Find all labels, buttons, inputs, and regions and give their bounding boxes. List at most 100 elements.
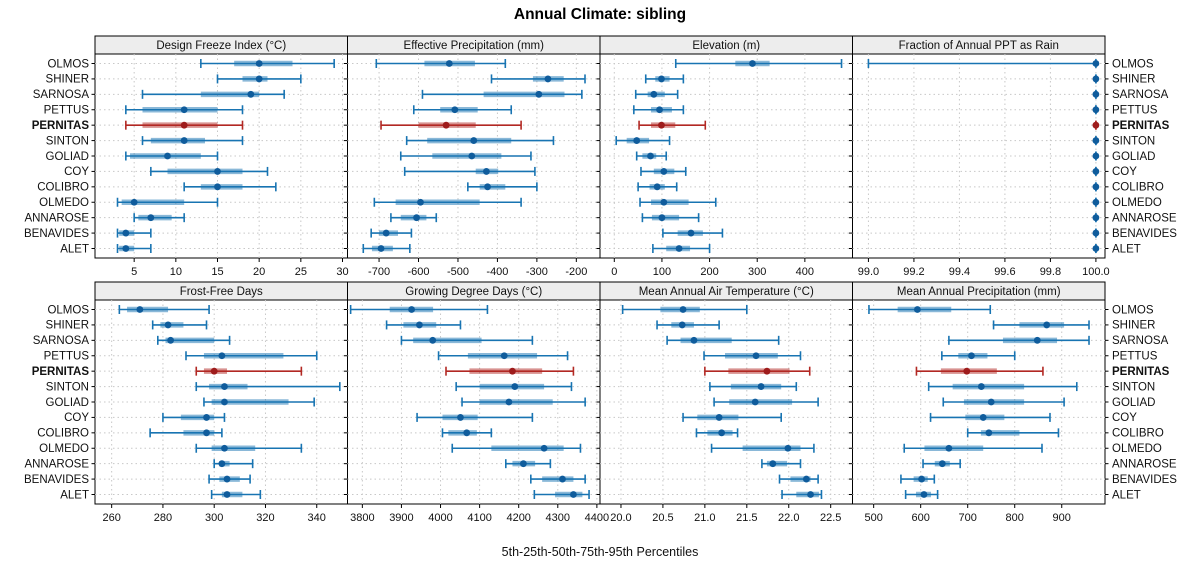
axis-tick-label: 21.0 — [694, 512, 715, 524]
median-dot — [752, 352, 760, 360]
panel-7: Mean Annual Air Temperature (°C) 20.0 20.5… — [596, 281, 856, 524]
median-dot — [500, 352, 508, 360]
percentile-row-pettus — [941, 351, 1016, 361]
median-dot — [1092, 60, 1100, 67]
median-dot — [122, 229, 130, 237]
percentile-row-pernitas — [638, 120, 707, 130]
median-dot — [221, 444, 228, 452]
station-label-right: OLMOS — [1112, 304, 1154, 316]
median-dot — [445, 60, 453, 67]
percentile-row-annarose — [922, 459, 961, 469]
median-dot — [509, 367, 516, 375]
median-dot — [382, 229, 390, 237]
median-dot — [247, 90, 255, 98]
median-dot — [660, 168, 668, 175]
percentile-row-alet — [652, 244, 711, 254]
percentile-row-annarose — [390, 213, 438, 223]
median-dot — [408, 306, 416, 313]
percentile-row-coy — [403, 166, 536, 176]
axis-tick-label: -200 — [565, 266, 587, 278]
median-dot — [675, 245, 683, 252]
station-label-left: OLMOS — [47, 58, 89, 70]
axis-tick-label: 22.0 — [778, 512, 799, 524]
station-label-right: PERNITAS — [1112, 366, 1170, 378]
median-dot — [757, 383, 765, 390]
axis-tick-label: 3800 — [350, 512, 374, 524]
percentile-row-colibro — [467, 182, 538, 192]
median-dot — [1092, 106, 1100, 114]
panel-strip-label: Mean Annual Precipitation (mm) — [897, 286, 1061, 298]
percentile-row-benavides — [116, 228, 152, 238]
percentile-row-alet — [1092, 244, 1100, 254]
station-label-right: SHINER — [1112, 74, 1155, 86]
median-dot — [945, 444, 953, 452]
median-dot — [1092, 90, 1100, 98]
axis-tick-label: 260 — [102, 512, 120, 524]
station-label-left: PERNITAS — [32, 366, 90, 378]
percentile-row-shiner — [151, 320, 208, 330]
station-label-left: OLMEDO — [39, 197, 89, 209]
median-dot — [463, 429, 471, 437]
percentile-row-goliad — [635, 151, 668, 161]
median-dot — [1092, 121, 1100, 129]
axis-tick-label: 4200 — [506, 512, 530, 524]
percentile-caption: 5th-25th-50th-75th-95th Percentiles — [502, 545, 699, 559]
median-dot — [180, 106, 188, 114]
median-dot — [451, 106, 459, 114]
median-dot — [784, 444, 792, 452]
station-label-left: SHINER — [46, 320, 89, 332]
median-dot — [1092, 229, 1100, 237]
percentile-row-olmos — [867, 59, 1100, 68]
percentile-row-sarnosa — [141, 89, 285, 99]
median-dot — [214, 168, 221, 175]
median-dot — [210, 367, 218, 375]
station-label-right: ANNAROSE — [1112, 458, 1177, 470]
percentile-row-pettus — [703, 351, 802, 361]
median-dot — [442, 121, 450, 129]
median-dot — [167, 336, 175, 344]
median-dot — [519, 460, 527, 468]
percentile-row-olmos — [375, 59, 507, 68]
percentile-row-pettus — [125, 105, 244, 115]
median-dot — [180, 137, 188, 144]
median-dot — [751, 398, 759, 406]
percentile-row-olmos — [349, 305, 489, 314]
median-dot — [1092, 75, 1100, 83]
median-dot — [255, 75, 263, 83]
panel-4: Fraction of Annual PPT as Rain 99.0 99.2 99… — [849, 35, 1110, 278]
percentile-row-goliad — [942, 397, 1065, 407]
median-dot — [1092, 168, 1100, 175]
percentile-row-colibro — [183, 182, 277, 192]
station-label-right: ALET — [1112, 489, 1141, 501]
station-label-left: BENAVIDES — [24, 474, 89, 486]
station-label-right: COY — [1112, 166, 1137, 178]
median-dot — [1092, 245, 1100, 252]
panels-group: Design Freeze Index (°C)5 10 15 20 25 30Effec… — [24, 35, 1177, 524]
median-dot — [718, 429, 726, 437]
median-dot — [918, 475, 926, 483]
percentile-row-pettus — [633, 105, 685, 115]
percentile-row-pettus — [412, 105, 513, 115]
median-dot — [769, 460, 777, 468]
percentile-row-pettus — [185, 351, 318, 361]
axis-tick-label: 99.8 — [1040, 266, 1061, 278]
median-dot — [802, 475, 810, 483]
panel-strip-label: Frost-Free Days — [180, 286, 263, 298]
percentile-row-shiner — [992, 320, 1090, 330]
percentile-row-annarose — [133, 213, 185, 223]
percentile-row-coy — [640, 166, 687, 176]
percentile-row-annarose — [505, 459, 552, 469]
station-label-right: COLIBRO — [1112, 428, 1164, 440]
percentile-row-alet — [210, 490, 262, 500]
median-dot — [968, 352, 975, 360]
station-label-left: ALET — [60, 489, 89, 501]
axis-tick-label: 400 — [796, 266, 814, 278]
station-label-right: ALET — [1112, 243, 1141, 255]
median-dot — [218, 460, 226, 468]
percentile-row-sinton — [615, 136, 671, 146]
median-dot — [484, 183, 491, 191]
median-dot — [987, 398, 995, 406]
median-dot — [979, 414, 987, 421]
axis-tick-label: 300 — [205, 512, 223, 524]
